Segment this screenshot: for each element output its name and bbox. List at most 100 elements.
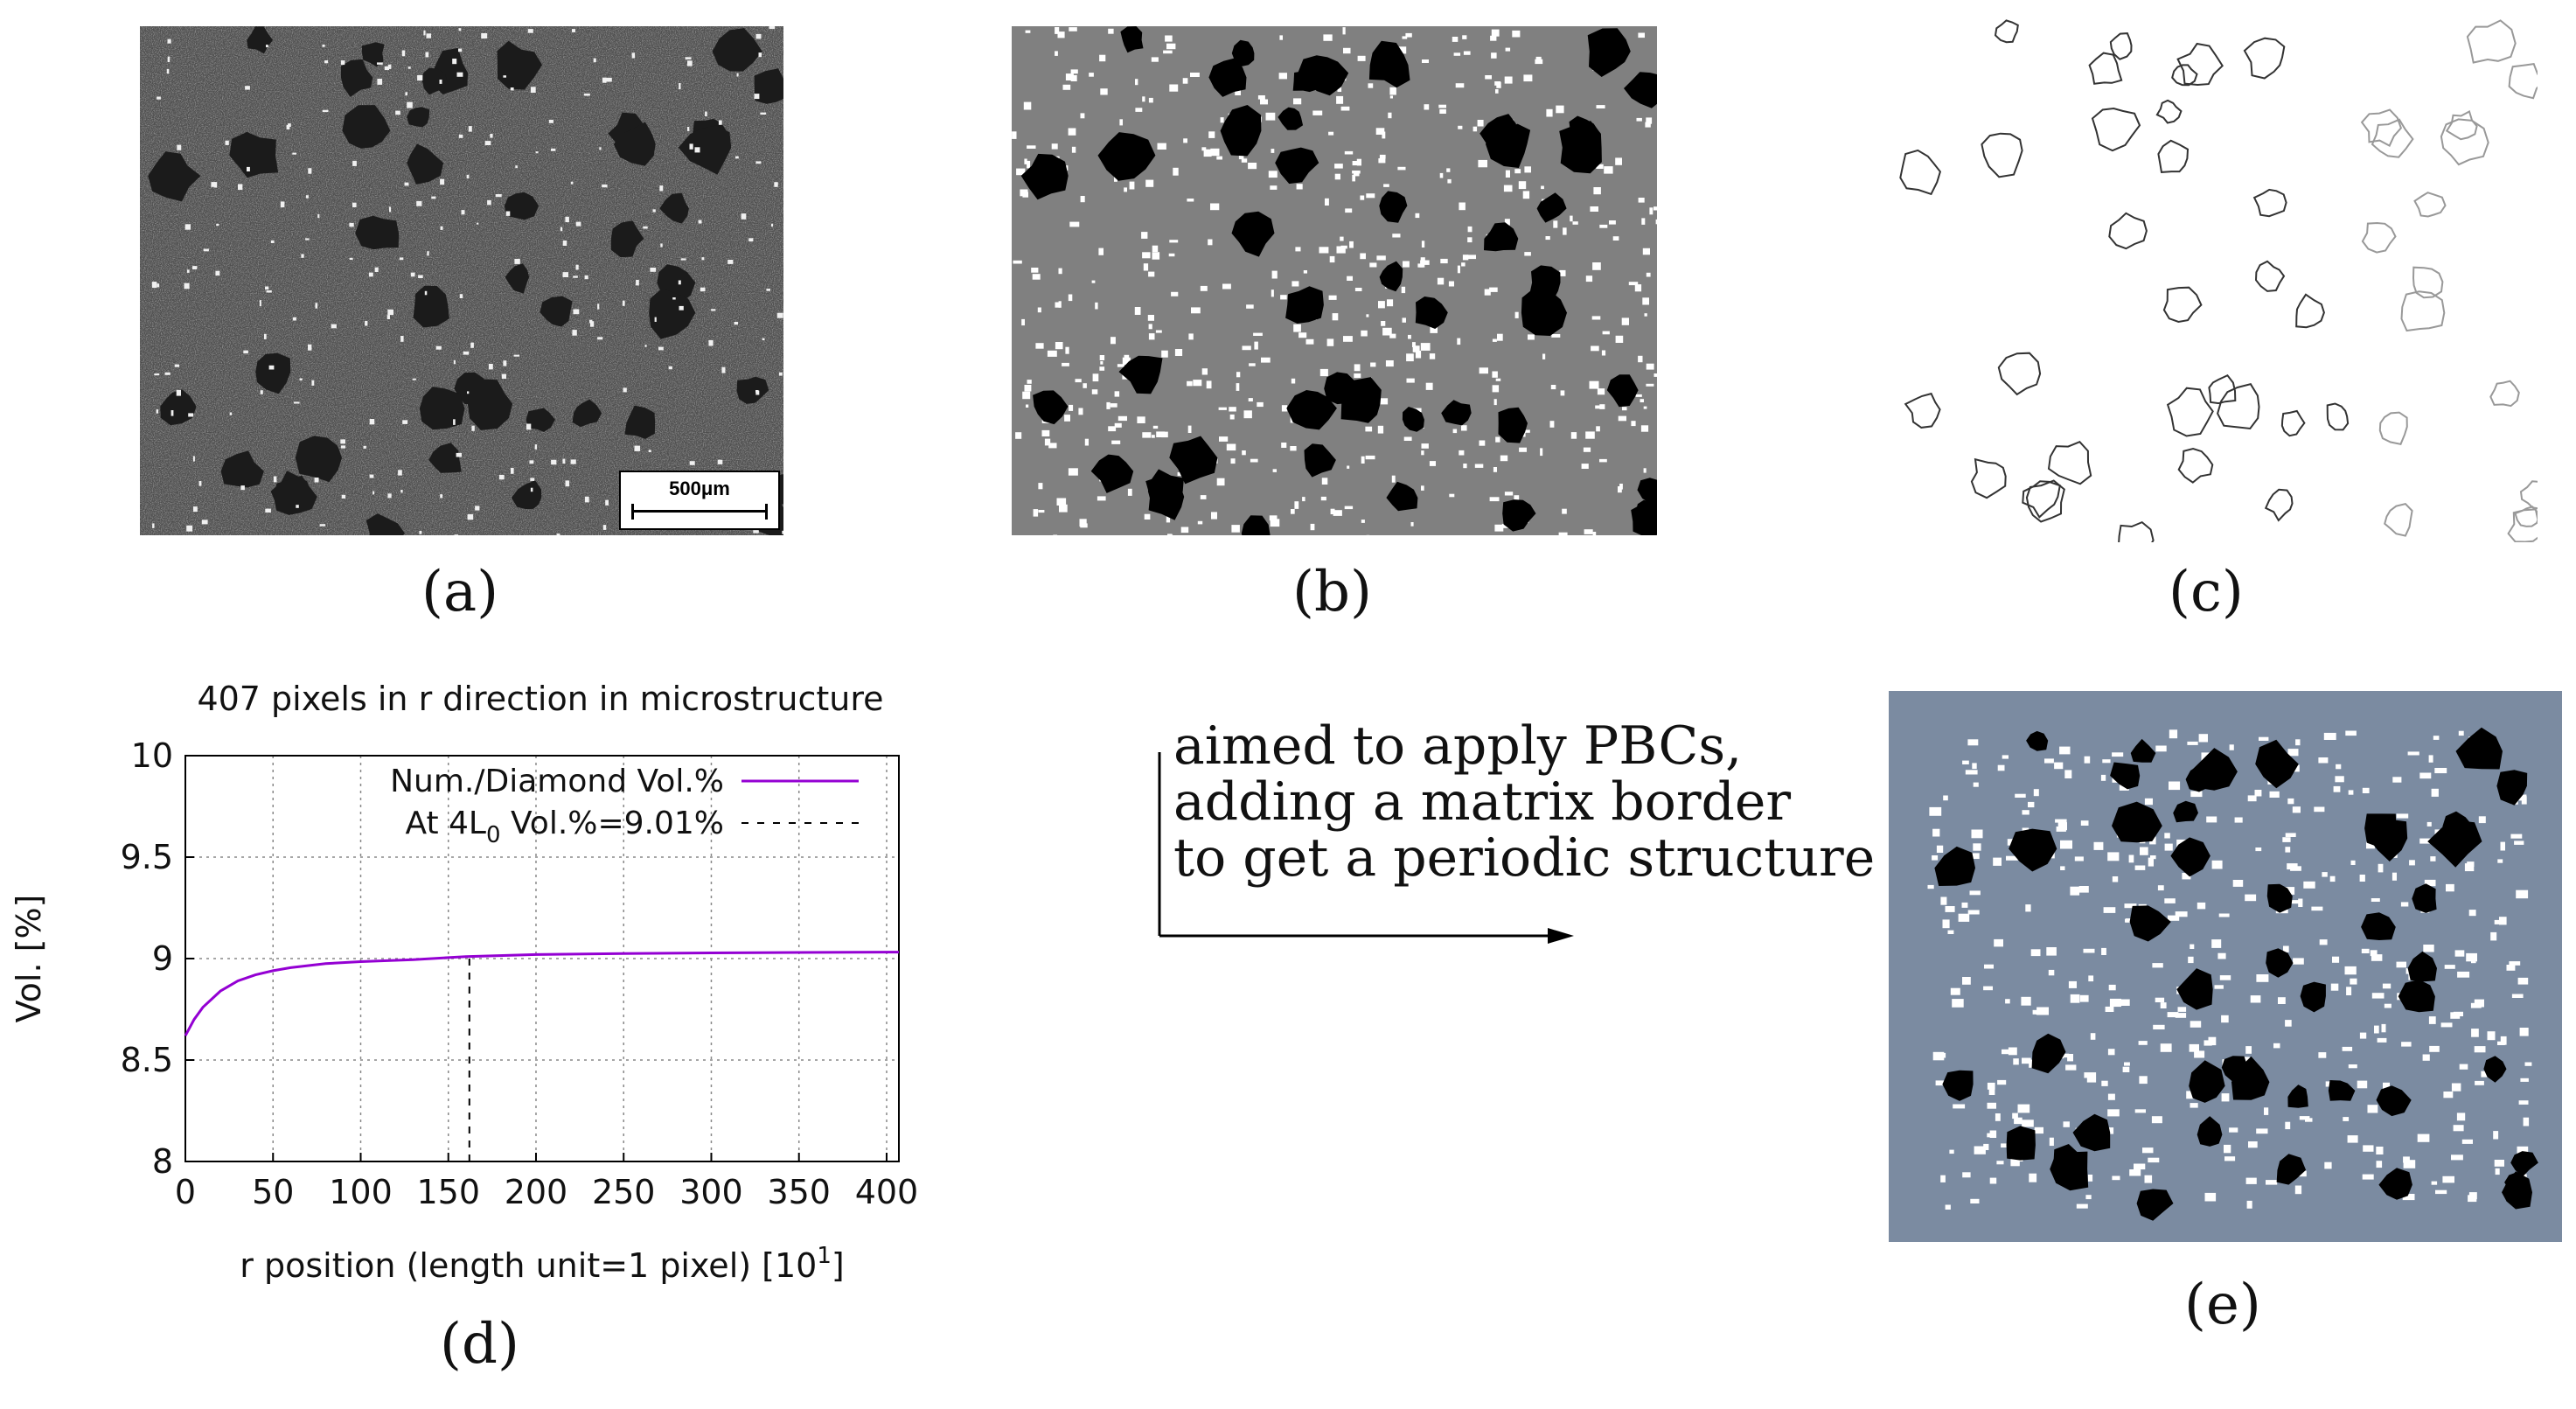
white-inclusion	[1553, 220, 1558, 228]
white-inclusion	[1268, 171, 1278, 178]
white-inclusion	[1167, 534, 1173, 537]
white-inclusion	[2074, 856, 2084, 861]
white-inclusion	[1452, 37, 1459, 42]
bright-speck	[166, 68, 170, 74]
white-inclusion	[2001, 1143, 2007, 1147]
white-inclusion	[1996, 1161, 2004, 1165]
white-inclusion	[2177, 1007, 2187, 1012]
white-inclusion	[2046, 947, 2057, 956]
bright-speck	[562, 272, 568, 277]
white-inclusion	[1971, 829, 1983, 839]
white-inclusion	[1429, 353, 1436, 359]
white-inclusion	[1385, 360, 1394, 367]
white-inclusion	[1145, 179, 1154, 187]
dark-particle	[220, 450, 264, 488]
white-inclusion	[1071, 146, 1076, 153]
bent-arrow	[1158, 752, 1574, 944]
white-inclusion	[1466, 255, 1476, 260]
white-inclusion	[1631, 421, 1636, 427]
bright-speck	[352, 160, 357, 166]
white-inclusion	[1182, 78, 1188, 84]
white-inclusion	[1148, 324, 1152, 330]
white-inclusion	[1134, 307, 1141, 315]
white-inclusion	[2119, 785, 2129, 791]
white-inclusion	[1412, 345, 1420, 352]
white-inclusion	[2285, 1020, 2292, 1027]
white-inclusion	[2401, 1042, 2412, 1047]
white-inclusion	[2440, 1022, 2453, 1028]
bright-speck	[776, 312, 783, 318]
white-inclusion	[2428, 1016, 2436, 1024]
white-inclusion	[1129, 181, 1135, 190]
white-inclusion	[1026, 404, 1029, 408]
white-inclusion	[1220, 117, 1224, 123]
bright-speck	[440, 226, 443, 230]
bright-speck	[193, 506, 198, 513]
legend-entry-2: At 4L0 Vol.%=9.01%	[405, 806, 724, 848]
white-inclusion	[1419, 264, 1425, 268]
y-tick-label: 9.5	[121, 838, 173, 876]
dark-particle	[624, 405, 656, 439]
white-inclusion	[2057, 822, 2067, 831]
white-inclusion	[1055, 27, 1060, 34]
bright-speck	[477, 222, 479, 225]
bright-speck	[605, 499, 609, 506]
white-inclusion	[2134, 1163, 2146, 1170]
white-inclusion	[2025, 904, 2031, 912]
bright-speck	[177, 144, 182, 150]
particle-contour	[2514, 506, 2540, 527]
white-inclusion	[1378, 398, 1389, 405]
note-line-3: to get a periodic structure	[1173, 827, 1876, 889]
bright-speck	[575, 264, 579, 270]
bright-speck	[560, 227, 563, 232]
white-inclusion	[1641, 218, 1646, 225]
white-inclusion	[2190, 944, 2195, 949]
bright-speck	[268, 365, 275, 370]
white-inclusion	[1151, 57, 1159, 62]
white-inclusion	[1174, 349, 1183, 356]
bright-speck	[301, 254, 304, 258]
white-inclusion	[1636, 117, 1642, 122]
white-inclusion	[1504, 76, 1513, 84]
white-inclusion	[1320, 496, 1326, 501]
chart-grid	[185, 756, 899, 1161]
bright-speck	[774, 182, 778, 187]
white-inclusion	[2444, 965, 2455, 969]
black-particle	[2129, 905, 2171, 942]
white-inclusion	[1497, 333, 1503, 341]
white-inclusion	[2319, 939, 2328, 945]
bright-speck	[412, 378, 416, 380]
white-inclusion	[2204, 1040, 2212, 1046]
bright-speck	[266, 290, 272, 293]
white-inclusion	[2167, 1012, 2179, 1018]
bright-speck	[573, 276, 578, 278]
white-inclusion	[2497, 859, 2503, 863]
bright-speck	[419, 530, 422, 534]
white-inclusion	[2012, 1113, 2018, 1120]
bright-speck	[174, 364, 179, 367]
white-inclusion	[2494, 1160, 2504, 1167]
black-particle	[2300, 981, 2326, 1013]
white-inclusion	[1945, 1204, 1951, 1210]
white-inclusion	[2292, 806, 2301, 813]
black-particle	[1033, 390, 1069, 425]
white-inclusion	[2088, 975, 2094, 982]
white-inclusion	[1961, 902, 1968, 908]
white-inclusion	[1382, 327, 1392, 336]
dark-particle	[754, 68, 790, 104]
bright-speck	[490, 134, 493, 138]
white-inclusion	[2299, 1170, 2307, 1177]
white-inclusion	[1200, 495, 1207, 499]
white-inclusion	[1381, 321, 1386, 326]
black-particle	[1304, 443, 1336, 478]
bright-speck	[748, 238, 754, 242]
white-inclusion	[2059, 746, 2071, 755]
bright-speck	[198, 481, 202, 486]
bright-speck	[315, 303, 318, 309]
bright-speck	[705, 111, 707, 116]
white-inclusion	[1401, 286, 1406, 294]
white-inclusion	[1357, 55, 1366, 61]
black-particle	[2189, 1060, 2225, 1103]
white-inclusion	[1329, 255, 1335, 263]
white-inclusion	[1458, 125, 1463, 129]
